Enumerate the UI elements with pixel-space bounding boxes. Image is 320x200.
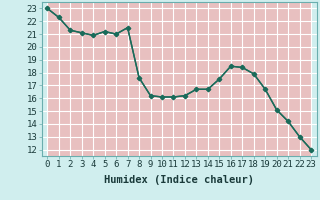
X-axis label: Humidex (Indice chaleur): Humidex (Indice chaleur) — [104, 175, 254, 185]
